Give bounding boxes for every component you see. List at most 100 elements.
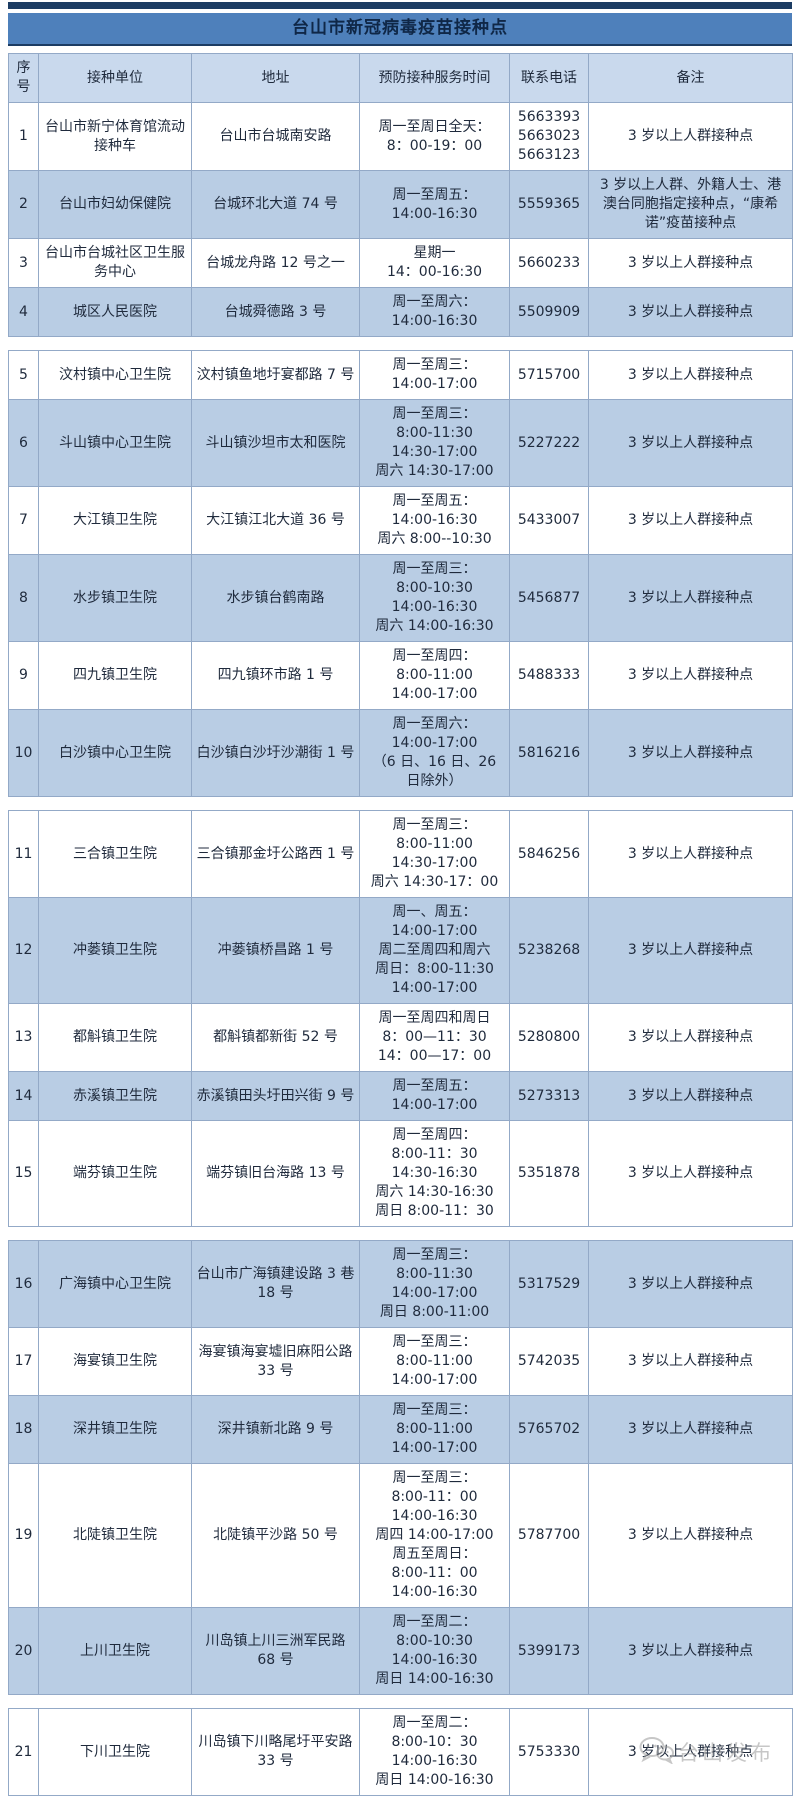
cell-phone: 5663393 5663023 5663123	[509, 102, 589, 171]
cell-unit: 三合镇卫生院	[38, 810, 192, 898]
cell-address: 川岛镇下川略尾圩平安路 33 号	[191, 1708, 360, 1796]
cell-unit: 白沙镇中心卫生院	[38, 709, 192, 797]
cell-address: 汶村镇鱼地圩宴都路 7 号	[191, 350, 360, 400]
vaccine-table-section-4: 16 广海镇中心卫生院 台山市广海镇建设路 3 巷 18 号周一至周三： 8:00-…	[8, 1240, 793, 1695]
cell-phone: 5351878	[509, 1120, 589, 1227]
vaccine-table-section-3: 11 三合镇卫生院 三合镇那金圩公路西 1 号周一至周三： 8:00-11:00 1…	[8, 810, 793, 1227]
title-bar: 台山市新冠病毒疫苗接种点	[8, 13, 792, 46]
cell-time: 周一至周三： 8:00-11:30 14:30-17:00 周六 14:30-1…	[359, 399, 510, 487]
cell-address: 台城环北大道 74 号	[191, 170, 360, 239]
cell-remark: 3 岁以上人群接种点	[588, 399, 793, 487]
table-row: 12 冲蒌镇卫生院 冲蒌镇桥昌路 1 号周一、周五： 14:00-17:00 周二至…	[8, 897, 793, 1004]
cell-remark: 3 岁以上人群、外籍人士、港澳台同胞指定接种点，“康希诺”疫苗接种点	[588, 170, 793, 239]
cell-address: 赤溪镇田头圩田兴街 9 号	[191, 1071, 360, 1121]
cell-remark: 3 岁以上人群接种点	[588, 897, 793, 1004]
cell-remark: 3 岁以上人群接种点	[588, 486, 793, 555]
cell-remark: 3 岁以上人群接种点	[588, 1240, 793, 1328]
cell-remark: 3 岁以上人群接种点	[588, 102, 793, 171]
cell-phone: 5753330	[509, 1708, 589, 1796]
cell-address: 北陡镇平沙路 50 号	[191, 1463, 360, 1608]
cell-address: 白沙镇白沙圩沙潮街 1 号	[191, 709, 360, 797]
cell-phone: 5765702	[509, 1395, 589, 1464]
cell-time: 周一至周五： 14:00-17:00	[359, 1071, 510, 1121]
table-row: 1 台山市新宁体育馆流动接种车 台山市台城南安路 周一至周日全天： 8：00-19：0…	[8, 102, 793, 171]
cell-remark: 3 岁以上人群接种点	[588, 1327, 793, 1396]
cell-phone: 5846256	[509, 810, 589, 898]
cell-unit: 大江镇卫生院	[38, 486, 192, 555]
cell-phone: 5559365	[509, 170, 589, 239]
column-header-2: 接种单位	[38, 53, 192, 103]
table-row: 14 赤溪镇卫生院 赤溪镇田头圩田兴街 9 号周一至周五： 14:00-17:00 5…	[8, 1071, 793, 1121]
table-row: 18 深井镇卫生院 深井镇新北路 9 号周一至周三： 8:00-11:00 14:0…	[8, 1395, 793, 1464]
page-title: 台山市新冠病毒疫苗接种点	[292, 18, 508, 38]
cell-no: 5	[8, 350, 39, 400]
cell-no: 13	[8, 1003, 39, 1072]
column-header-5: 联系电话	[509, 53, 589, 103]
table-row: 15 端芬镇卫生院 端芬镇旧台海路 13 号周一至周四： 8:00-11：30 14…	[8, 1120, 793, 1227]
table-row: 20 上川卫生院 川岛镇上川三洲军民路 68 号周一至周二： 8:00-10:30 …	[8, 1607, 793, 1695]
table-row: 6 斗山镇中心卫生院 斗山镇沙坦市太和医院 周一至周三： 8:00-11:30 14:…	[8, 399, 793, 487]
cell-no: 1	[8, 102, 39, 171]
cell-unit: 斗山镇中心卫生院	[38, 399, 192, 487]
table-row: 21 下川卫生院 川岛镇下川略尾圩平安路 33 号周一至周二： 8:00-10：30…	[8, 1708, 793, 1796]
vaccine-table-section-2: 5 汶村镇中心卫生院 汶村镇鱼地圩宴都路 7 号周一至周三： 14:00-17:00…	[8, 350, 793, 797]
column-header-4: 预防接种服务时间	[359, 53, 510, 103]
cell-phone: 5660233	[509, 238, 589, 288]
cell-remark: 3 岁以上人群接种点	[588, 1003, 793, 1072]
cell-phone: 5399173	[509, 1607, 589, 1695]
cell-phone: 5509909	[509, 287, 589, 337]
cell-no: 2	[8, 170, 39, 239]
cell-phone: 5273313	[509, 1071, 589, 1121]
vaccine-table-section-1: 序号 接种单位 地址 预防接种服务时间 联系电话 备注 1 台山市新宁体育馆流动接种车 台山市台…	[8, 53, 793, 337]
cell-time: 周一至周三： 8:00-11:00 14:00-17:00	[359, 1395, 510, 1464]
cell-remark: 3 岁以上人群接种点	[588, 1395, 793, 1464]
cell-unit: 端芬镇卫生院	[38, 1120, 192, 1227]
cell-remark: 3 岁以上人群接种点	[588, 1708, 793, 1796]
cell-time: 周一至周三： 8:00-11:00 14:30-17:00 周六 14:30-1…	[359, 810, 510, 898]
cell-address: 四九镇环市路 1 号	[191, 641, 360, 710]
cell-unit: 汶村镇中心卫生院	[38, 350, 192, 400]
cell-time: 周一至周三： 8:00-10:30 14:00-16:30 周六 14:00-1…	[359, 554, 510, 642]
cell-no: 4	[8, 287, 39, 337]
cell-time: 周一至周四和周日 8：00—11：30 14：00—17：00	[359, 1003, 510, 1072]
table-row: 17 海宴镇卫生院 海宴镇海宴墟旧麻阳公路 33 号周一至周三： 8:00-11:0…	[8, 1327, 793, 1396]
table-sections: 序号 接种单位 地址 预防接种服务时间 联系电话 备注 1 台山市新宁体育馆流动接种车 台山市台…	[0, 53, 800, 1796]
table-row: 9 四九镇卫生院 四九镇环市路 1 号周一至周四： 8:00-11:00 14:00…	[8, 641, 793, 710]
column-header-6: 备注	[588, 53, 793, 103]
cell-address: 川岛镇上川三洲军民路 68 号	[191, 1607, 360, 1695]
cell-address: 冲蒌镇桥昌路 1 号	[191, 897, 360, 1004]
cell-no: 8	[8, 554, 39, 642]
cell-phone: 5433007	[509, 486, 589, 555]
table-row: 3 台山市台城社区卫生服务中心 台城龙舟路 12 号之一 星期一 14：00-16:3…	[8, 238, 793, 288]
cell-unit: 赤溪镇卫生院	[38, 1071, 192, 1121]
cell-remark: 3 岁以上人群接种点	[588, 1071, 793, 1121]
column-header-3: 地址	[191, 53, 360, 103]
cell-phone: 5488333	[509, 641, 589, 710]
cell-address: 端芬镇旧台海路 13 号	[191, 1120, 360, 1227]
cell-phone: 5317529	[509, 1240, 589, 1328]
cell-remark: 3 岁以上人群接种点	[588, 709, 793, 797]
top-strip	[8, 2, 792, 9]
cell-no: 20	[8, 1607, 39, 1695]
cell-time: 周一至周三： 8:00-11：00 14:00-16:30 周四 14:00-1…	[359, 1463, 510, 1608]
table-row: 5 汶村镇中心卫生院 汶村镇鱼地圩宴都路 7 号周一至周三： 14:00-17:00…	[8, 350, 793, 400]
cell-remark: 3 岁以上人群接种点	[588, 1463, 793, 1608]
cell-phone: 5742035	[509, 1327, 589, 1396]
cell-remark: 3 岁以上人群接种点	[588, 1607, 793, 1695]
cell-unit: 台山市新宁体育馆流动接种车	[38, 102, 192, 171]
table-row: 2 台山市妇幼保健院 台城环北大道 74 号周一至周五： 14:00-16:30 55…	[8, 170, 793, 239]
cell-unit: 四九镇卫生院	[38, 641, 192, 710]
cell-phone: 5787700	[509, 1463, 589, 1608]
cell-no: 10	[8, 709, 39, 797]
cell-no: 3	[8, 238, 39, 288]
table-row: 16 广海镇中心卫生院 台山市广海镇建设路 3 巷 18 号周一至周三： 8:00-…	[8, 1240, 793, 1328]
cell-remark: 3 岁以上人群接种点	[588, 287, 793, 337]
cell-time: 周一、周五： 14:00-17:00 周二至周四和周六 周日：8:00-11:3…	[359, 897, 510, 1004]
cell-unit: 城区人民医院	[38, 287, 192, 337]
cell-address: 台城舜德路 3 号	[191, 287, 360, 337]
cell-address: 海宴镇海宴墟旧麻阳公路 33 号	[191, 1327, 360, 1396]
cell-remark: 3 岁以上人群接种点	[588, 554, 793, 642]
cell-no: 15	[8, 1120, 39, 1227]
cell-unit: 海宴镇卫生院	[38, 1327, 192, 1396]
cell-no: 6	[8, 399, 39, 487]
